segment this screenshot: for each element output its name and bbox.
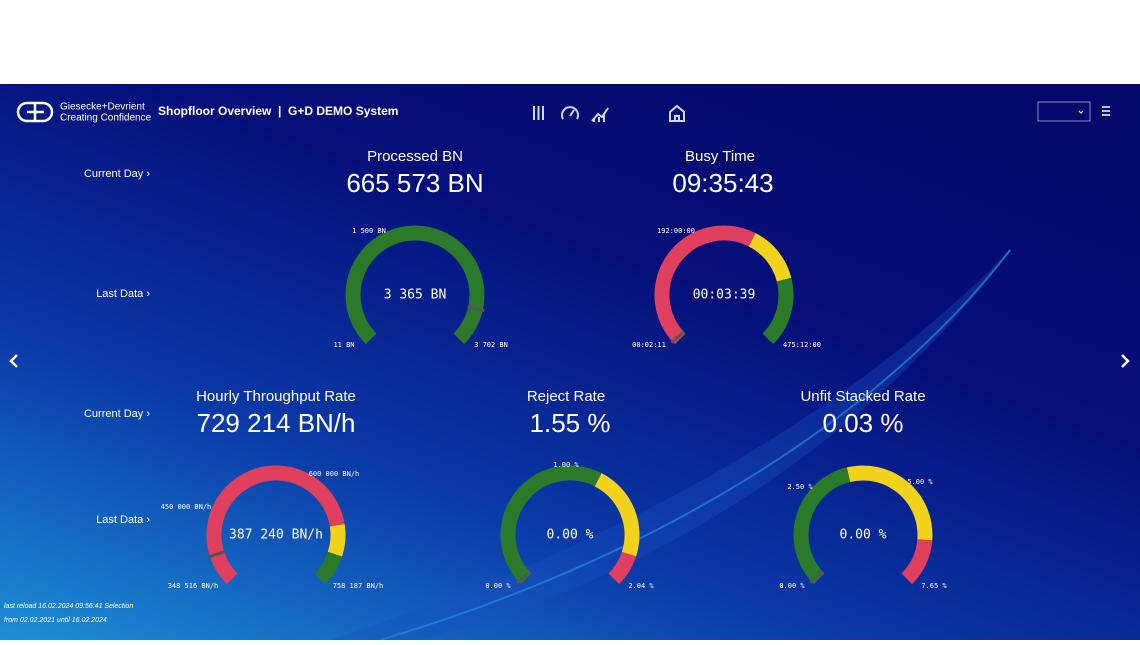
gauge-label: 1.00 %: [553, 461, 579, 469]
brand-tagline: Creating Confidence: [60, 113, 152, 124]
chart-icon[interactable]: [591, 107, 609, 122]
gauge-arc: [654, 225, 756, 345]
menu-icon[interactable]: [1102, 106, 1110, 116]
gauge-label: 11 BN: [333, 341, 354, 349]
row-label: Current Day ›: [84, 168, 150, 180]
gauge-arc: [846, 465, 933, 541]
row-label: Current Day ›: [84, 408, 150, 420]
gauge-label: 0.00 %: [779, 582, 805, 590]
gauge-label: 450 000 BN/h: [161, 503, 212, 511]
gauge-arc: [762, 277, 794, 345]
gauge-needle: [208, 550, 226, 559]
gauge-title: Processed BN: [367, 148, 463, 165]
gauge-needle: [670, 330, 686, 344]
gauge-label: 2.04 %: [628, 582, 654, 590]
gauge-needle: [467, 305, 485, 312]
prev-arrow[interactable]: [9, 354, 18, 368]
logo: [16, 101, 54, 123]
gauge-value: 0.03 %: [823, 408, 904, 438]
gauge-label: 475:12:00: [783, 341, 821, 349]
row-label: Last Data ›: [96, 514, 150, 526]
nav-icons: [533, 104, 685, 122]
gauge-title: Reject Rate: [527, 388, 605, 405]
gauge-center: 3 365 BN: [384, 288, 447, 303]
row-label: Last Data ›: [96, 288, 150, 300]
gauge-label: 758 187 BN/h: [333, 582, 384, 590]
gauge-value: 729 214 BN/h: [196, 408, 355, 438]
footer-line: from 02.02.2021 until 16.02.2024: [4, 617, 107, 624]
gauge-needle: [809, 570, 825, 584]
gauge-arc: [608, 551, 637, 585]
page-title: Shopfloor Overview | G+D DEMO System: [158, 104, 398, 118]
gauge-center: 387 240 BN/h: [229, 528, 323, 543]
gauge-label: 00:02:11: [632, 341, 666, 349]
gauge-label: 348 516 BN/h: [168, 582, 219, 590]
gauge-arc: [901, 538, 933, 585]
gauge-arc: [594, 473, 640, 557]
gauge-label: 2.50 %: [787, 483, 813, 491]
gauge-center: 00:03:39: [693, 288, 756, 303]
gauge-center: 0.00 %: [840, 528, 887, 543]
gauge-value: 1.55 %: [530, 408, 611, 438]
gauge-label: 5.00 %: [907, 478, 933, 486]
brand-name: Giesecke+Devrient: [60, 102, 145, 113]
gauge-label: 7.65 %: [921, 582, 947, 590]
gauge-value: 665 573 BN: [346, 168, 483, 198]
gauge-arc: [500, 465, 602, 585]
gauge-arc: [345, 225, 485, 345]
gauge-label: 1 500 BN: [352, 227, 386, 235]
gauge-arc: [327, 524, 346, 557]
gauge-title: Unfit Stacked Rate: [800, 388, 925, 405]
gauge-label: 3 702 BN: [474, 341, 508, 349]
gauge-arc: [206, 465, 345, 585]
gauge-arc: [748, 233, 792, 282]
gauge-title: Hourly Throughput Rate: [196, 388, 356, 405]
home-icon[interactable]: [669, 104, 685, 122]
gauge-label: 192:00:00: [657, 227, 695, 235]
dropdown[interactable]: [1037, 101, 1091, 122]
next-arrow[interactable]: [1121, 354, 1130, 368]
gauge-value: 09:35:43: [672, 168, 773, 198]
sheets-icon[interactable]: [533, 106, 544, 120]
gauge-label: 0.00 %: [485, 582, 511, 590]
footer-line: last reload 16.02.2024 09:56:41 Selectio…: [4, 603, 133, 610]
gauge-center: 0.00 %: [547, 528, 594, 543]
gauge-needle: [516, 570, 532, 584]
gauge-title: Busy Time: [685, 148, 755, 165]
gauge-arc: [314, 551, 343, 585]
swoosh: [379, 249, 1011, 641]
panel: [0, 84, 1140, 640]
gauge-arc: [793, 467, 851, 585]
gauge-icon[interactable]: [561, 106, 579, 120]
dropdown-caret: [1078, 110, 1084, 114]
gauge-label: 600 000 BN/h: [309, 470, 360, 478]
